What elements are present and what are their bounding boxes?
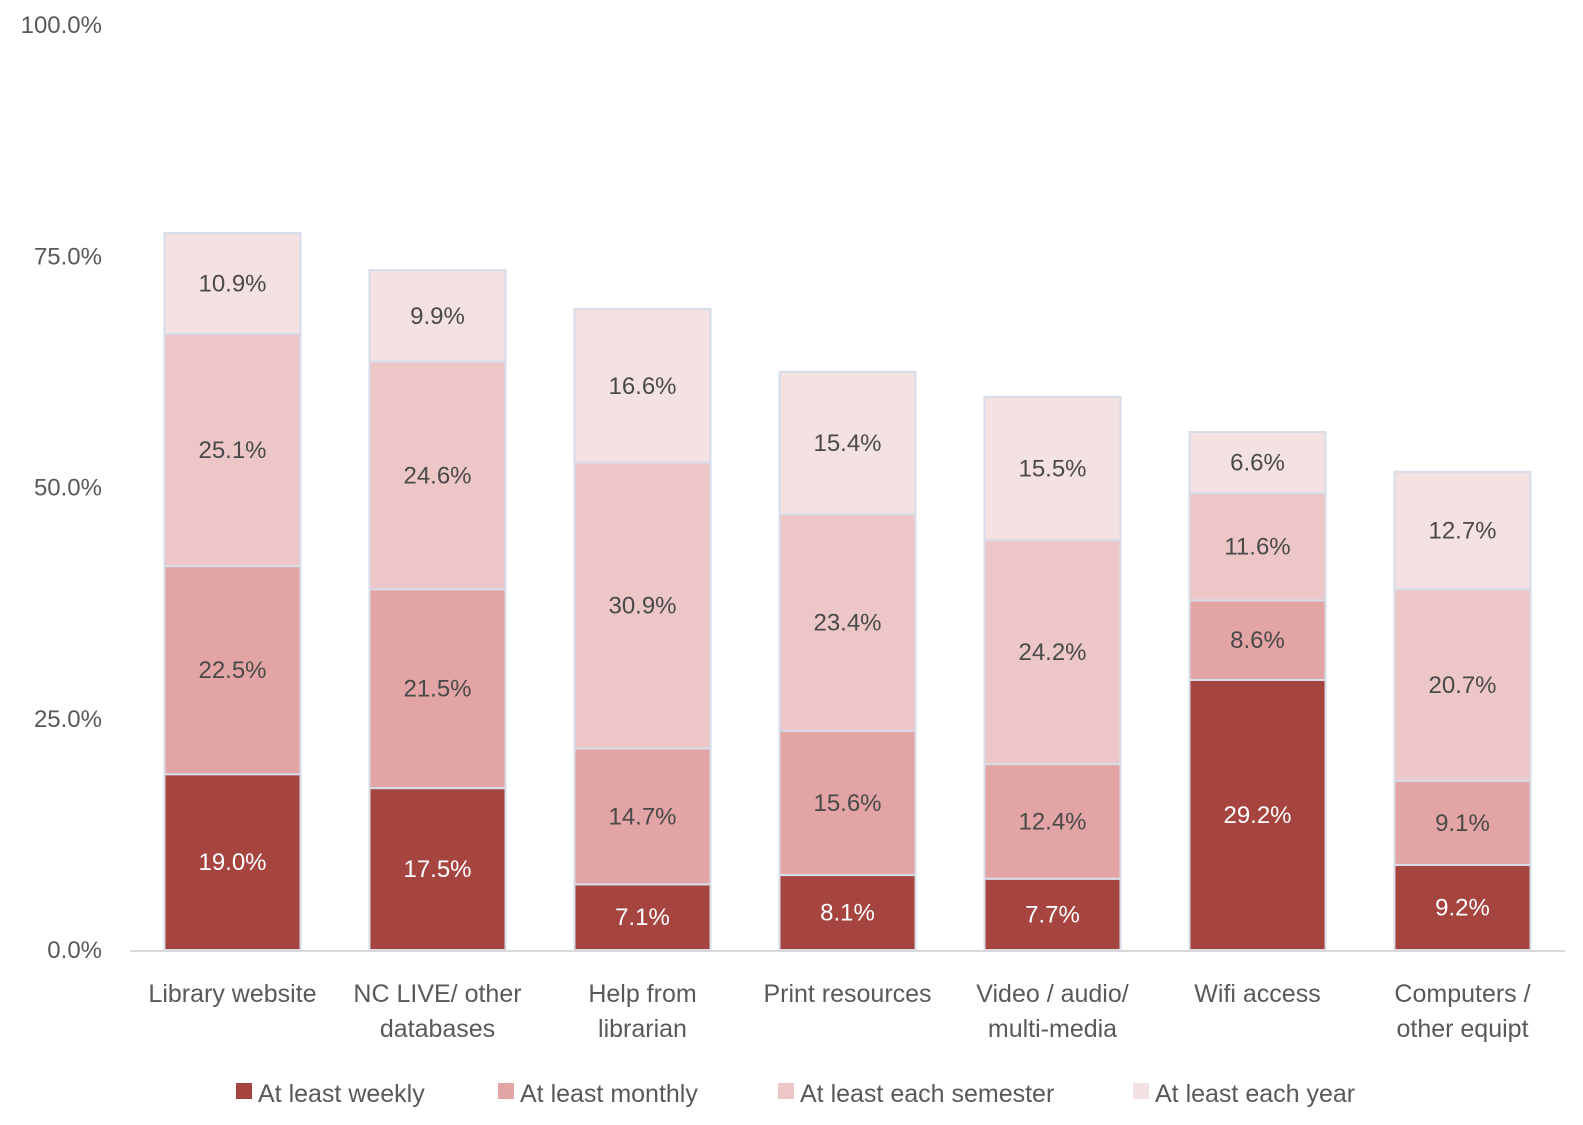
category-label-line: Print resources xyxy=(763,980,931,1008)
legend-swatch xyxy=(498,1083,514,1099)
bar-segment xyxy=(983,877,1122,952)
data-label: 11.6% xyxy=(1224,534,1290,561)
y-axis: 0.0% 25.0% 50.0% 75.0% 100.0% xyxy=(21,12,102,964)
bar-segment xyxy=(1393,470,1532,591)
legend-label: At least each year xyxy=(1155,1080,1355,1108)
bar-segment xyxy=(163,565,302,776)
data-label: 7.7% xyxy=(1025,901,1080,928)
data-label: 9.1% xyxy=(1435,810,1490,837)
bar-segment xyxy=(368,269,507,363)
data-label: 22.5% xyxy=(198,657,266,684)
category-label-line: Help from xyxy=(588,980,696,1008)
y-tick-label: 100.0% xyxy=(21,12,102,39)
data-label: 20.7% xyxy=(1428,672,1496,699)
category-label-line: Wifi access xyxy=(1194,980,1320,1008)
category-label: Help from librarian xyxy=(588,980,696,1043)
bar-segment xyxy=(1188,431,1327,495)
bar-segment xyxy=(778,513,917,732)
category-label: NC LIVE/ other databases xyxy=(353,980,521,1043)
data-label: 15.5% xyxy=(1018,456,1086,483)
data-label: 30.9% xyxy=(608,592,676,619)
legend-label: At least weekly xyxy=(258,1080,425,1108)
data-label: 8.1% xyxy=(820,900,875,927)
data-label: 17.5% xyxy=(403,856,471,883)
bar-segment xyxy=(1393,588,1532,782)
data-label: 8.6% xyxy=(1230,627,1285,654)
data-label: 29.2% xyxy=(1223,802,1291,829)
data-label: 10.9% xyxy=(198,271,266,298)
data-label: 9.2% xyxy=(1435,894,1490,921)
bars: 19.0% 22.5% 25.1% 10.9% 17.5% 21.5% 24.6% 9.9% 7… xyxy=(163,232,1532,952)
data-label: 12.4% xyxy=(1018,808,1086,835)
legend-swatch xyxy=(778,1083,794,1099)
category-label: Computers / other equipt xyxy=(1394,980,1530,1043)
data-label: 23.4% xyxy=(813,610,881,637)
bar-segment xyxy=(573,461,712,750)
data-label: 15.4% xyxy=(813,430,881,457)
legend-label: At least monthly xyxy=(520,1080,698,1108)
data-label: 9.9% xyxy=(410,303,465,330)
data-label: 16.6% xyxy=(608,373,676,400)
x-axis: Library website NC LIVE/ other databases He… xyxy=(148,980,1530,1043)
category-label: Video / audio/multi-media xyxy=(976,980,1128,1043)
category-label: Library website xyxy=(148,980,316,1008)
bar-segment xyxy=(573,307,712,464)
bar-segment xyxy=(573,747,712,886)
data-label: 7.1% xyxy=(615,904,670,931)
bar-segment xyxy=(1188,678,1327,952)
category-label-line: librarian xyxy=(598,1015,687,1043)
data-label: 14.7% xyxy=(608,803,676,830)
bar-segment xyxy=(368,588,507,790)
legend-swatch xyxy=(1133,1083,1149,1099)
legend-label: At least each semester xyxy=(800,1080,1054,1108)
category-label-line: Video / audio/ xyxy=(976,980,1128,1008)
bar-segment xyxy=(983,395,1122,542)
category-label-line: NC LIVE/ other xyxy=(353,980,521,1008)
y-tick-label: 50.0% xyxy=(34,475,102,502)
bar-segment xyxy=(368,360,507,591)
bar-segment xyxy=(1393,863,1532,952)
bar-segment xyxy=(1188,492,1327,602)
category-label: Wifi access xyxy=(1194,980,1320,1008)
bar-segment xyxy=(983,539,1122,766)
bar-segment xyxy=(1393,779,1532,866)
data-label: 19.0% xyxy=(198,849,266,876)
data-label: 12.7% xyxy=(1428,518,1496,545)
category-label-line: Library website xyxy=(148,980,316,1008)
data-label: 24.2% xyxy=(1018,639,1086,666)
data-label: 6.6% xyxy=(1230,450,1285,477)
y-tick-label: 0.0% xyxy=(47,937,102,964)
bar-segment xyxy=(778,370,917,516)
data-label: 24.6% xyxy=(403,462,471,489)
bar-segment xyxy=(163,773,302,951)
data-label: 25.1% xyxy=(198,437,266,464)
category-label: Print resources xyxy=(763,980,931,1008)
legend-swatch xyxy=(236,1083,252,1099)
bar-segment xyxy=(983,763,1122,880)
legend: At least weekly At least monthly At least … xyxy=(236,1080,1355,1108)
bar-segment xyxy=(163,232,302,335)
category-label-line: multi-media xyxy=(988,1015,1117,1043)
bar-segment xyxy=(368,787,507,951)
category-label-line: databases xyxy=(380,1015,495,1043)
data-label: 21.5% xyxy=(403,676,471,703)
y-tick-label: 25.0% xyxy=(34,706,102,733)
category-label-line: other equipt xyxy=(1396,1015,1528,1043)
category-label-line: Computers / xyxy=(1394,980,1530,1008)
y-tick-label: 75.0% xyxy=(34,243,102,270)
data-label: 15.6% xyxy=(813,790,881,817)
